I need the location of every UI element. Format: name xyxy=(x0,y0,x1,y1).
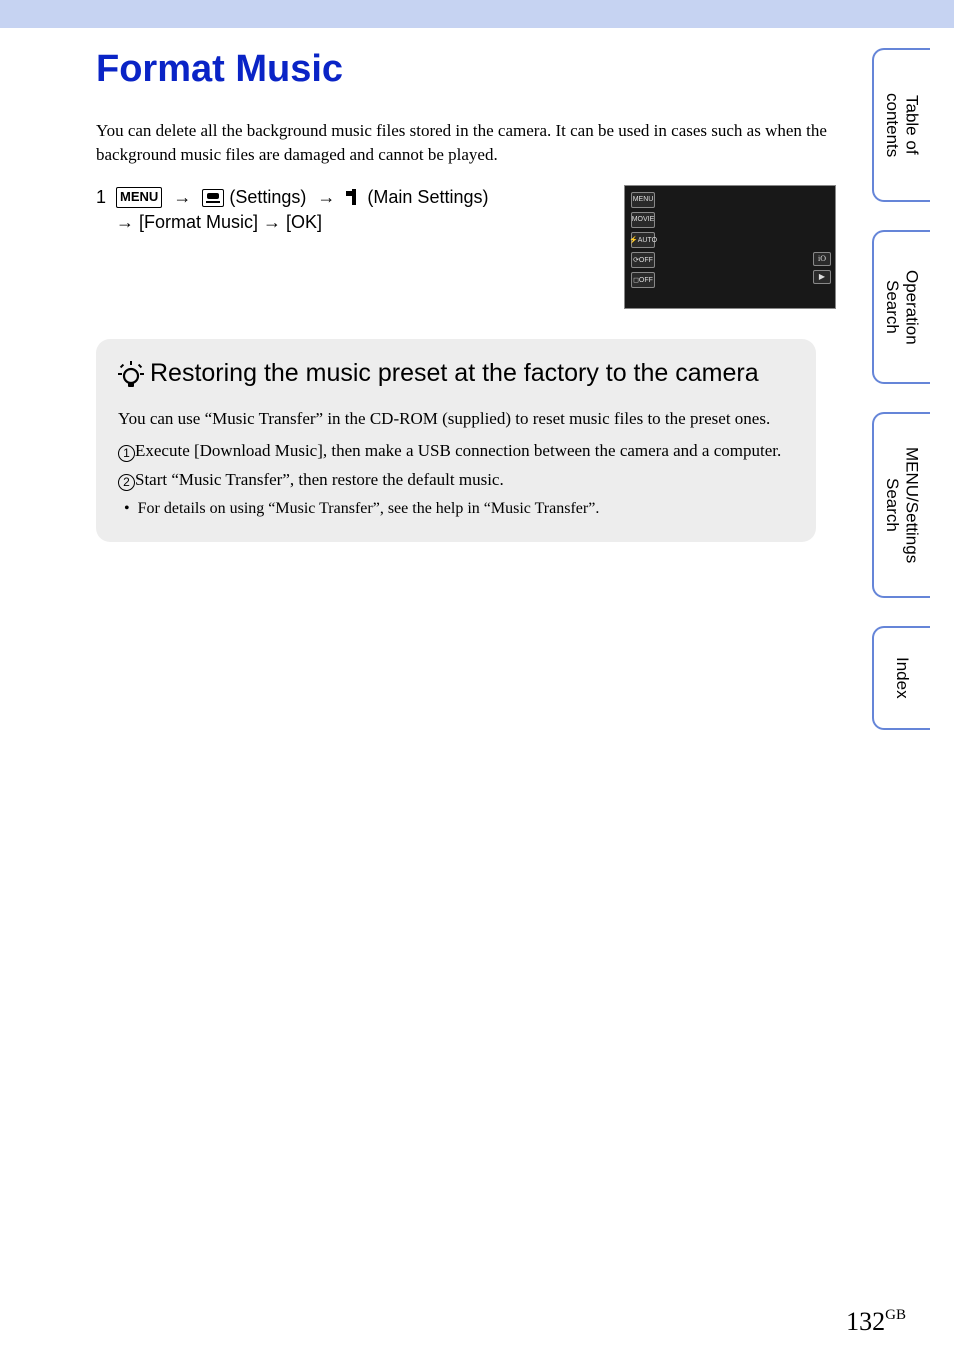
step-number: 1 xyxy=(96,185,106,210)
arrow-icon: → xyxy=(173,185,191,210)
tab-menu-settings-search[interactable]: MENU/Settings Search xyxy=(872,412,930,598)
step-block: 1 MENU → (Settings) → (Main Settings) → … xyxy=(96,185,836,309)
page-title: Format Music xyxy=(96,48,836,91)
menu-icon: MENU xyxy=(116,187,162,208)
tab-label: Operation Search xyxy=(882,250,921,364)
thumb-mode-icon: iO xyxy=(813,252,831,266)
camera-screen-thumb: MENU MOVIE ⚡AUTO ⟳OFF ◻OFF iO ▶ xyxy=(624,185,836,309)
intro-text: You can delete all the background music … xyxy=(96,119,836,167)
tab-table-of-contents[interactable]: Table of contents xyxy=(872,48,930,202)
main-content: Format Music You can delete all the back… xyxy=(96,48,836,542)
circled-2-icon: 2 xyxy=(118,474,135,491)
thumb-movie-icon: MOVIE xyxy=(631,212,655,228)
tab-label: Table of contents xyxy=(882,68,921,182)
main-settings-label: (Main Settings) xyxy=(367,187,488,207)
step-line2: → [Format Music] → [OK] xyxy=(116,212,322,232)
side-tab-bar: Table of contents Operation Search MENU/… xyxy=(872,48,930,730)
header-bar xyxy=(0,0,954,28)
page-number-suffix: GB xyxy=(885,1307,906,1323)
tip-title: Restoring the music preset at the factor… xyxy=(150,357,759,391)
tip-step: 2Start “Music Transfer”, then restore th… xyxy=(118,468,794,493)
tab-operation-search[interactable]: Operation Search xyxy=(872,230,930,384)
tip-step-text: Start “Music Transfer”, then restore the… xyxy=(135,470,504,489)
thumb-timer-icon: ⟳OFF xyxy=(631,252,655,268)
tip-step-text: Execute [Download Music], then make a US… xyxy=(135,441,781,460)
tip-box: Restoring the music preset at the factor… xyxy=(96,339,816,542)
step-text: MENU → (Settings) → (Main Settings) → [F… xyxy=(116,185,604,236)
circled-1-icon: 1 xyxy=(118,445,135,462)
settings-label: (Settings) xyxy=(229,187,306,207)
page-number: 132GB xyxy=(846,1307,906,1337)
page-number-value: 132 xyxy=(846,1307,885,1336)
toolbox-icon xyxy=(202,189,224,207)
tip-bullet: For details on using “Music Transfer”, s… xyxy=(124,497,794,520)
tip-step: 1Execute [Download Music], then make a U… xyxy=(118,439,794,464)
arrow-icon: → xyxy=(317,185,335,210)
tip-body: You can use “Music Transfer” in the CD-R… xyxy=(118,407,794,520)
thumb-play-icon: ▶ xyxy=(813,270,831,284)
thumb-flash-icon: ⚡AUTO xyxy=(631,232,655,248)
thumb-menu-icon: MENU xyxy=(631,192,655,208)
tip-lead: You can use “Music Transfer” in the CD-R… xyxy=(118,407,794,432)
tab-label: MENU/Settings Search xyxy=(882,432,921,578)
tab-label: Index xyxy=(892,657,912,699)
tab-index[interactable]: Index xyxy=(872,626,930,730)
thumb-burst-icon: ◻OFF xyxy=(631,272,655,288)
hammer-icon xyxy=(346,189,362,207)
bulb-icon xyxy=(118,361,144,391)
